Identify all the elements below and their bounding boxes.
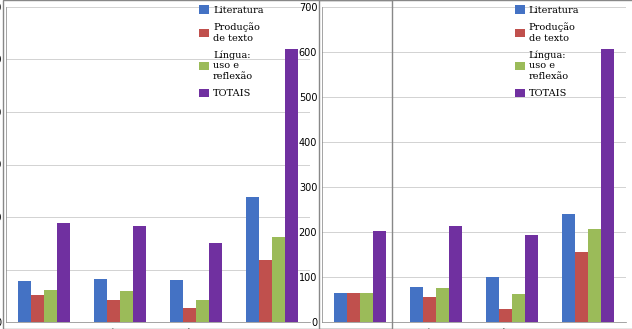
Bar — [120, 291, 133, 322]
Bar — [285, 49, 298, 322]
Bar — [360, 293, 373, 322]
Bar — [57, 223, 70, 322]
Bar — [334, 293, 347, 322]
Bar — [107, 300, 120, 322]
Bar — [410, 287, 423, 322]
Bar — [562, 214, 575, 322]
Bar — [486, 277, 499, 322]
Bar — [512, 294, 525, 322]
Legend: Literatura, Produção
de texto, Língua:
uso e
reflexão, TOTAIS: Literatura, Produção de texto, Língua: u… — [200, 5, 264, 98]
Bar — [449, 226, 462, 322]
Bar — [499, 309, 512, 322]
Bar — [209, 243, 222, 322]
Bar — [170, 280, 183, 322]
Bar — [272, 237, 285, 322]
Bar — [588, 229, 600, 322]
Bar — [44, 290, 57, 322]
Bar — [525, 235, 538, 322]
Bar — [94, 279, 107, 322]
Bar — [373, 231, 386, 322]
Bar — [436, 288, 449, 322]
Legend: Literatura, Produção
de texto, Língua:
uso e
reflexão, TOTAIS: Literatura, Produção de texto, Língua: u… — [515, 5, 580, 98]
Bar — [259, 260, 272, 322]
Bar — [133, 226, 146, 322]
Bar — [423, 297, 436, 322]
Bar — [183, 308, 196, 322]
Bar — [196, 300, 209, 322]
Bar — [347, 293, 360, 322]
Bar — [575, 252, 588, 322]
Bar — [18, 281, 32, 322]
Bar — [600, 49, 614, 322]
Bar — [32, 295, 44, 322]
Bar — [246, 197, 259, 322]
